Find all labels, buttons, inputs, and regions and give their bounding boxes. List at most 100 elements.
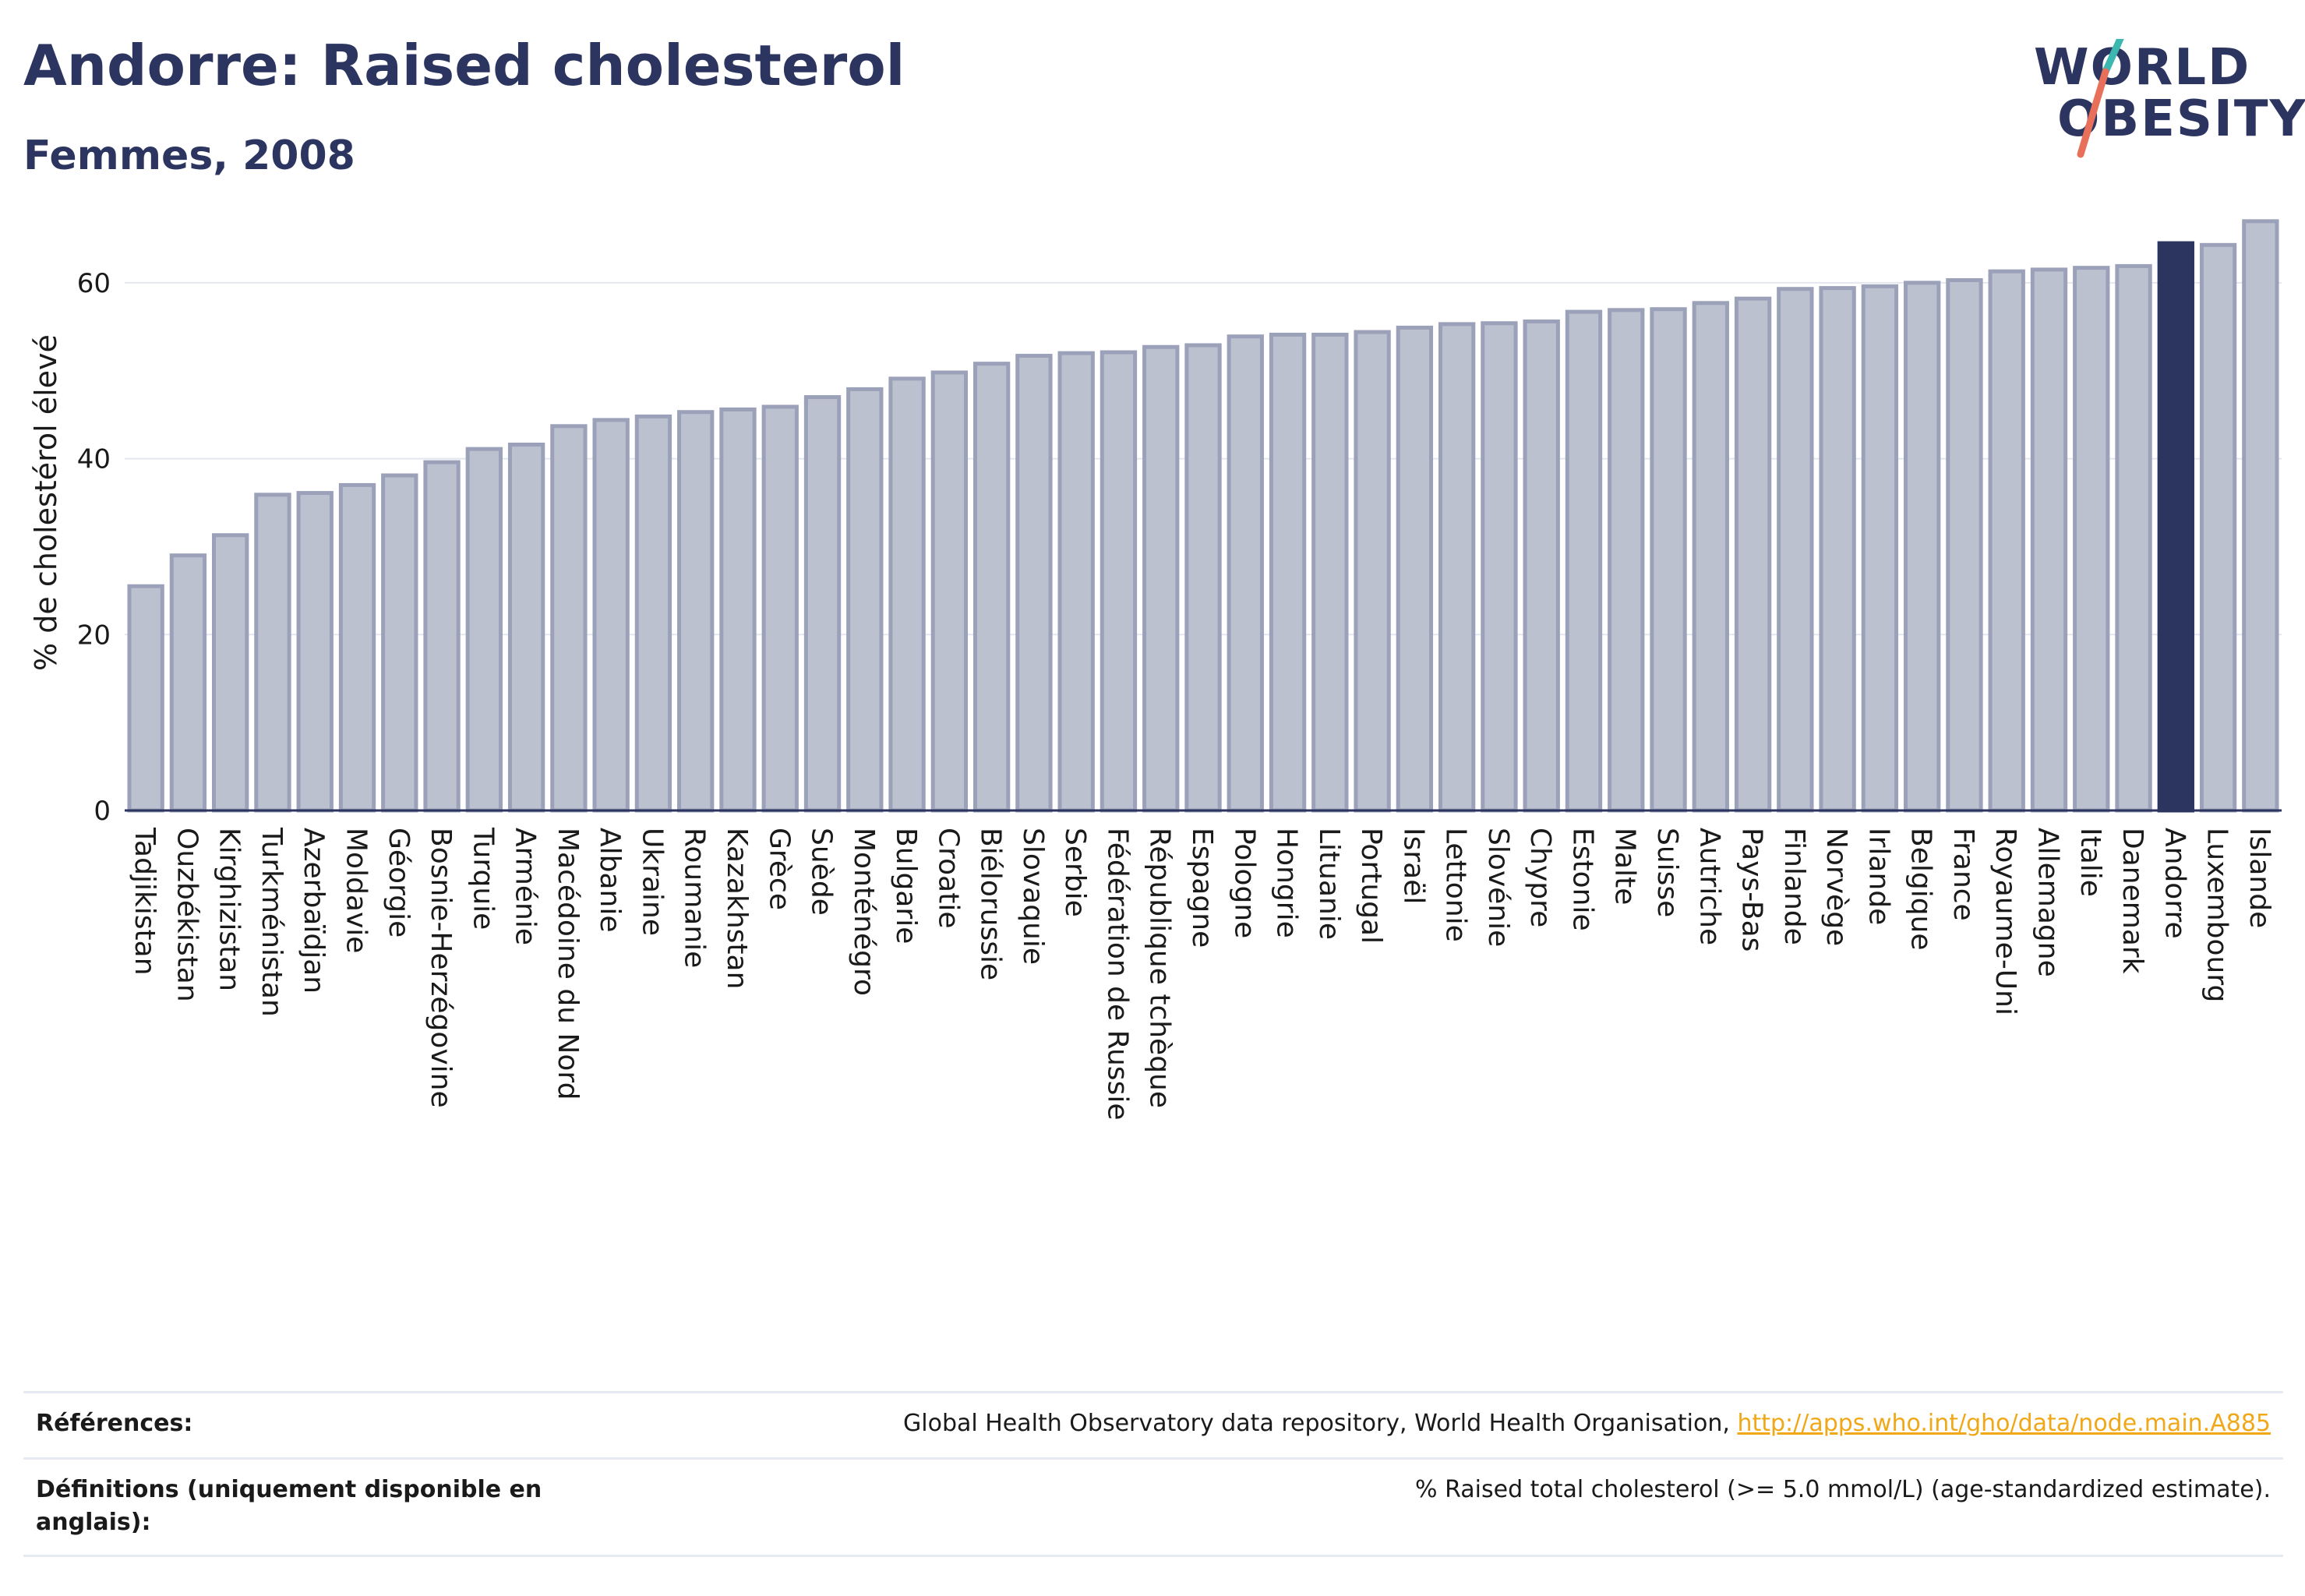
bar bbox=[1481, 321, 1518, 813]
x-tick-label: Azerbaïdjan bbox=[298, 828, 330, 994]
bar bbox=[1946, 277, 1983, 813]
bar bbox=[803, 395, 842, 813]
references-label: Références: bbox=[36, 1410, 193, 1437]
bar bbox=[2073, 266, 2110, 813]
y-tick-label: 60 bbox=[77, 268, 111, 299]
bar bbox=[2030, 267, 2068, 813]
x-tick-label: Portugal bbox=[1355, 828, 1387, 944]
bar bbox=[1608, 308, 1645, 813]
bar bbox=[761, 404, 799, 813]
bar bbox=[634, 414, 672, 813]
x-tick-label: Turquie bbox=[467, 827, 499, 930]
x-tick-label: Autriche bbox=[1693, 828, 1725, 945]
bar bbox=[1565, 309, 1603, 813]
bar bbox=[2115, 263, 2152, 813]
x-tick-label: Suède bbox=[806, 828, 838, 916]
chart-subtitle: Femmes, 2008 bbox=[23, 132, 355, 179]
world-obesity-logo: WORLD OBESITY bbox=[2034, 39, 2305, 164]
x-tick-label: Italie bbox=[2074, 828, 2106, 897]
y-tick-label: 40 bbox=[77, 444, 111, 475]
chart-area: 0 20 40 60 % de cholestérol élevé Tadjikistan… bbox=[0, 179, 2305, 1223]
y-axis-label: % de cholestérol élevé bbox=[29, 334, 63, 671]
x-tick-label: Malte bbox=[1609, 828, 1641, 905]
bar bbox=[592, 418, 630, 813]
bar bbox=[1861, 284, 1899, 813]
x-tick-label: Suisse bbox=[1651, 828, 1683, 917]
references-value: Global Health Observatory data repositor… bbox=[903, 1407, 2271, 1440]
x-tick-label: Roumanie bbox=[679, 828, 711, 968]
bar bbox=[1269, 332, 1307, 813]
bar bbox=[1988, 269, 2025, 813]
x-tick-label: Andorre bbox=[2159, 828, 2190, 939]
bar bbox=[1311, 332, 1349, 813]
bar bbox=[1057, 351, 1095, 813]
x-tick-label: France bbox=[1947, 828, 1979, 921]
bar bbox=[1184, 343, 1222, 813]
x-tick-label: Biélorussie bbox=[975, 828, 1007, 980]
bar bbox=[127, 584, 164, 813]
x-tick-label: Pologne bbox=[1228, 828, 1260, 938]
bar bbox=[1650, 307, 1687, 813]
x-tick-label: Estonie bbox=[1566, 828, 1598, 931]
bar bbox=[550, 424, 588, 813]
x-tick-label: Espagne bbox=[1186, 828, 1218, 948]
x-tick-label: Arménie bbox=[510, 828, 542, 945]
bar bbox=[1142, 344, 1180, 813]
bar bbox=[1438, 322, 1476, 813]
x-tick-label: Moldavie bbox=[341, 828, 372, 953]
y-tick-label: 0 bbox=[94, 796, 111, 827]
chart-title: Andorre: Raised cholesterol bbox=[23, 33, 905, 98]
logo-word-world: WORLD bbox=[2034, 39, 2251, 97]
bar bbox=[507, 443, 545, 813]
bar bbox=[1100, 350, 1138, 813]
definitions-label: Définitions (uniquement disponible en an… bbox=[36, 1476, 542, 1536]
definitions-row: Définitions (uniquement disponible en an… bbox=[23, 1457, 2283, 1557]
references-row: Références: Global Health Observatory da… bbox=[23, 1391, 2283, 1457]
x-tick-label: Bulgarie bbox=[890, 828, 922, 944]
references-link[interactable]: http://apps.who.int/gho/data/node.main.A… bbox=[1737, 1410, 2271, 1437]
x-tick-label: Allemagne bbox=[2031, 828, 2063, 977]
bar bbox=[719, 407, 757, 813]
bar-chart: 0 20 40 60 % de cholestérol élevé Tadjikistan… bbox=[29, 219, 2282, 1120]
x-tick-label: Croatie bbox=[932, 828, 964, 929]
x-tick-label: Royaume-Uni bbox=[1989, 828, 2021, 1015]
x-tick-label: Lituanie bbox=[1313, 828, 1345, 940]
bar bbox=[1777, 287, 1814, 813]
x-tick-label: Pays-Bas bbox=[1736, 828, 1768, 952]
x-tick-label: Albanie bbox=[594, 828, 626, 933]
bar bbox=[1015, 354, 1053, 813]
bar bbox=[338, 482, 376, 813]
x-tick-label: Kazakhstan bbox=[721, 828, 753, 989]
bar bbox=[2242, 219, 2279, 813]
x-tick-label: Serbie bbox=[1059, 828, 1091, 917]
x-tick-label: Ouzbékistan bbox=[171, 828, 203, 1002]
bar bbox=[1396, 325, 1434, 813]
x-tick-label: Islande bbox=[2243, 828, 2275, 928]
x-tick-label: Monténégro bbox=[848, 828, 880, 996]
definitions-value: % Raised total cholesterol (>= 5.0 mmol/… bbox=[1415, 1476, 2271, 1503]
bar bbox=[169, 553, 207, 813]
references-text: Global Health Observatory data repositor… bbox=[903, 1410, 1738, 1437]
x-tick-label: Macédoine du Nord bbox=[552, 828, 584, 1100]
bar bbox=[2199, 242, 2237, 813]
x-tick-label: Luxembourg bbox=[2201, 828, 2233, 1002]
bar bbox=[1227, 334, 1264, 813]
x-tick-label: Chypre bbox=[1524, 828, 1556, 927]
x-tick-label: Slovénie bbox=[1482, 828, 1514, 947]
bar bbox=[1734, 296, 1772, 813]
bar bbox=[2157, 241, 2194, 813]
references-table: Références: Global Health Observatory da… bbox=[23, 1391, 2283, 1557]
x-tick-label: Turkménistan bbox=[256, 827, 288, 1017]
bar bbox=[1692, 301, 1729, 813]
x-tick-label: Israël bbox=[1397, 828, 1429, 904]
x-tick-label: Belgique bbox=[1905, 828, 1937, 951]
x-tick-label: Ukraine bbox=[636, 828, 668, 936]
x-tick-label: Fédération de Russie bbox=[1101, 828, 1133, 1120]
bar bbox=[254, 493, 291, 813]
x-tick-label: Grèce bbox=[763, 828, 795, 910]
x-tick-label: Hongrie bbox=[1271, 828, 1303, 938]
x-tick-label: Irlande bbox=[1862, 828, 1894, 925]
bar bbox=[1819, 286, 1856, 813]
x-tick-label: Tadjikistan bbox=[129, 827, 161, 976]
bar bbox=[677, 410, 715, 813]
